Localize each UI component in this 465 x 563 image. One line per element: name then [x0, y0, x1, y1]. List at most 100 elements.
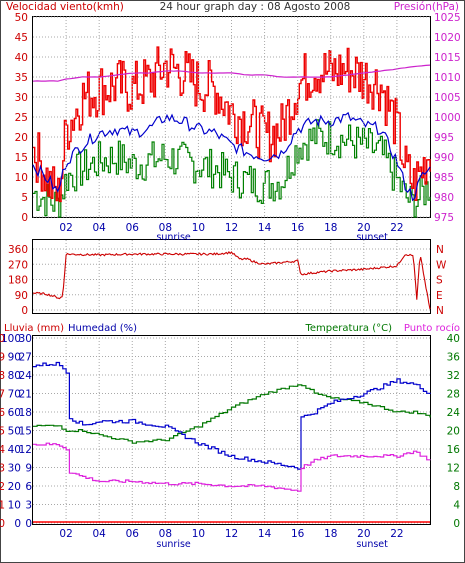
inner-tick-label: 6 [25, 481, 32, 493]
wind-tick-label: 50 [15, 12, 28, 24]
rain-tick-label: 3 [0, 463, 5, 475]
x-tick-label: 18 [324, 222, 337, 234]
compass-tick-label: N [436, 305, 444, 317]
rain-tick-label: 0 [0, 518, 5, 530]
temperature-tick-label: 32 [447, 370, 460, 382]
x-tick-label: 12 [225, 222, 238, 234]
rain-tick-label: 10 [0, 333, 5, 345]
humidity-tick-label: 20 [8, 481, 21, 493]
x-tick-label: 06 [126, 222, 140, 234]
humidity-tick-label: 60 [8, 407, 21, 419]
series-wind-direction [32, 251, 431, 310]
series-temperature [33, 384, 431, 444]
inner-tick-label: 0 [25, 518, 32, 530]
pressure-tick-label: 1025 [434, 12, 461, 24]
temperature-tick-label: 12 [447, 463, 460, 475]
chart-marks: 0510152025303540455097598098599099510001… [0, 12, 461, 550]
x-tick-label-bottom: 06 [126, 528, 140, 540]
series-humidity [33, 361, 431, 470]
direction-tick-label: 270 [8, 259, 28, 271]
temperature-tick-label: 8 [453, 481, 460, 493]
x-tick-label-bottom: 22 [390, 528, 403, 540]
temperature-tick-label: 28 [447, 389, 460, 401]
temperature-tick-label: 24 [447, 407, 461, 419]
sunset-label-bottom: sunset [356, 539, 388, 550]
rain-tick-label: 9 [0, 352, 5, 364]
temperature-tick-label: 4 [453, 500, 460, 512]
x-tick-label: 14 [258, 222, 272, 234]
wind-tick-label: 5 [21, 192, 28, 204]
sunset-label: sunset [356, 232, 388, 243]
series-wind-average [32, 111, 431, 202]
dewpoint-axis-title: Punto rocío [404, 322, 460, 334]
sunrise-label-bottom: sunrise [156, 539, 190, 550]
pressure-tick-label: 995 [434, 132, 454, 144]
inner-tick-label: 12 [19, 444, 32, 456]
rain-tick-label: 4 [0, 444, 5, 456]
rain-tick-label: 6 [0, 407, 5, 419]
wind-tick-label: 15 [15, 152, 28, 164]
pressure-tick-label: 1005 [434, 92, 461, 104]
x-tick-label-bottom: 18 [324, 528, 337, 540]
wind-tick-label: 30 [15, 92, 28, 104]
wind-tick-label: 45 [15, 32, 28, 44]
pressure-tick-label: 1010 [434, 72, 461, 84]
humidity-panel [32, 335, 431, 525]
x-tick-label-bottom: 20 [357, 528, 370, 540]
wind-tick-label: 35 [15, 72, 28, 84]
rain-tick-label: 8 [0, 370, 5, 382]
humidity-tick-label: 10 [8, 500, 21, 512]
pressure-tick-label: 1015 [434, 52, 461, 64]
x-tick-label-bottom: 08 [159, 528, 172, 540]
compass-tick-label: S [436, 275, 443, 287]
temperature-tick-label: 0 [453, 518, 460, 530]
x-tick-label: 10 [192, 222, 205, 234]
humidity-tick-label: 30 [8, 463, 21, 475]
pressure-tick-label: 990 [434, 152, 454, 164]
temperature-tick-label: 36 [447, 352, 461, 364]
x-tick-label: 04 [92, 222, 106, 234]
x-tick-label: 02 [59, 222, 72, 234]
x-tick-label-bottom: 04 [92, 528, 106, 540]
chart-title: 24 hour graph day : 08 Agosto 2008 [160, 1, 351, 13]
x-tick-label-bottom: 16 [291, 528, 305, 540]
inner-tick-label: 24 [19, 370, 33, 382]
humidity-tick-label: 100 [1, 333, 21, 345]
compass-tick-label: W [436, 259, 447, 271]
wind-tick-label: 10 [15, 172, 28, 184]
x-tick-label: 20 [357, 222, 370, 234]
rain-tick-label: 5 [0, 426, 5, 438]
humidity-tick-label: 50 [8, 426, 21, 438]
humidity-tick-label: 40 [8, 444, 21, 456]
rain-tick-label: 2 [0, 481, 5, 493]
direction-tick-label: 360 [8, 244, 28, 256]
pressure-tick-label: 975 [434, 212, 454, 224]
temperature-tick-label: 40 [447, 333, 460, 345]
rain-tick-label: 1 [0, 500, 5, 512]
x-tick-label-bottom: 12 [225, 528, 238, 540]
inner-tick-label: 21 [19, 389, 32, 401]
temperature-axis-title: Temperatura (°C) [304, 323, 392, 334]
x-tick-label-bottom: 14 [258, 528, 272, 540]
wind-tick-label: 20 [15, 132, 28, 144]
temperature-tick-label: 20 [447, 426, 460, 438]
sunrise-label: sunrise [156, 232, 190, 243]
direction-tick-label: 0 [21, 305, 28, 317]
inner-tick-label: 18 [19, 407, 32, 419]
humidity-axis-title: Humedad (%) [68, 323, 137, 334]
x-tick-label: 22 [390, 222, 403, 234]
rain-tick-label: 7 [0, 389, 5, 401]
pressure-tick-label: 980 [434, 192, 454, 204]
x-tick-label-bottom: 10 [192, 528, 205, 540]
humidity-tick-label: 0 [14, 518, 21, 530]
inner-tick-label: 30 [19, 333, 32, 345]
pressure-axis-title: Presión(hPa) [394, 1, 459, 13]
x-tick-label: 08 [159, 222, 172, 234]
compass-tick-label: E [436, 290, 443, 302]
direction-tick-label: 90 [15, 290, 28, 302]
series-dewpoint [33, 442, 431, 492]
temperature-tick-label: 16 [447, 444, 461, 456]
wind-tick-label: 40 [15, 52, 28, 64]
